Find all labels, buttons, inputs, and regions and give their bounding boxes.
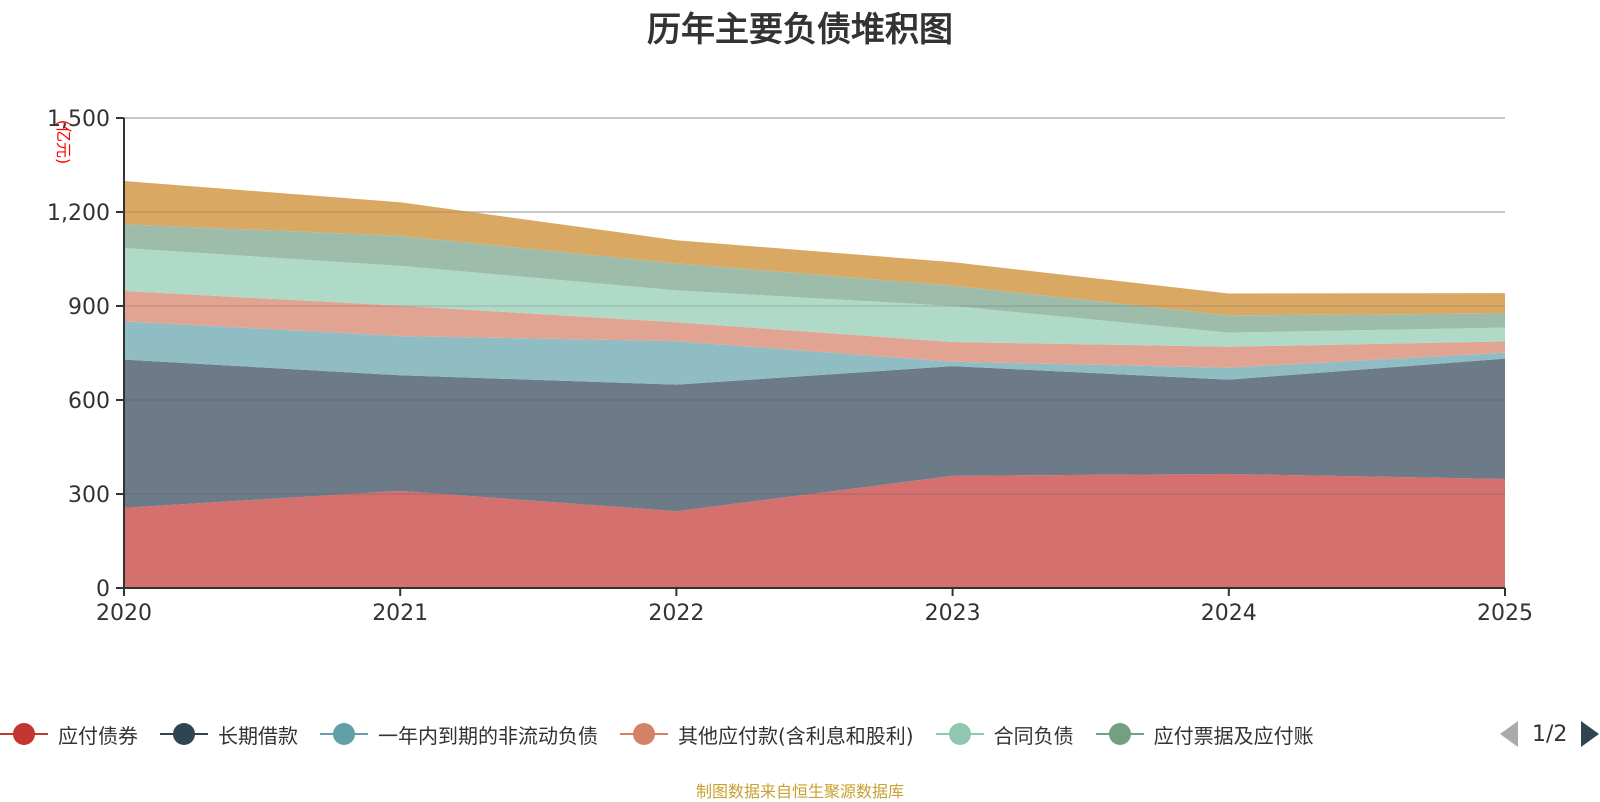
legend-marker-icon (160, 722, 208, 746)
legend-marker-icon (320, 722, 368, 746)
legend-item[interactable]: 应付票据及应付账 (1095, 720, 1314, 749)
area-series (124, 117, 1505, 588)
legend-item[interactable]: 长期借款 (160, 720, 298, 749)
area-series-2[interactable] (124, 321, 1505, 385)
y-tick-label: 600 (68, 389, 110, 414)
legend-item[interactable]: 合同负债 (935, 720, 1074, 749)
area-series-3[interactable] (124, 290, 1505, 368)
chart-title: 历年主要负债堆积图 (647, 10, 953, 50)
chart-plot: 0 300 600 900 1,200 1,500 2020 2021 2022 2023 2024… (47, 107, 1533, 626)
y-tick-label: 900 (68, 295, 110, 320)
area-series-0[interactable] (124, 473, 1505, 588)
x-tick-label: 2022 (648, 601, 704, 626)
area-series-1[interactable] (124, 358, 1505, 512)
legend-item[interactable]: 其他应付款(含利息和股利) (620, 720, 914, 749)
y-axis-unit-label: (亿元) (54, 120, 73, 165)
legend-marker-icon (620, 722, 668, 746)
legend-marker-icon (0, 722, 48, 746)
area-series-4[interactable] (124, 248, 1505, 347)
legend-marker-icon (935, 722, 984, 746)
y-tick-label: 1,200 (47, 201, 110, 226)
legend-label: 应付票据及应付账 (1153, 723, 1314, 748)
x-tick-label: 2023 (925, 601, 981, 626)
y-tick-label: 1,500 (47, 107, 110, 132)
legend-label: 应付债券 (58, 723, 138, 748)
legend-item[interactable]: 应付债券 (0, 720, 138, 749)
area-series-5[interactable] (124, 224, 1505, 333)
legend-next-page-icon[interactable] (1581, 721, 1600, 747)
legend-prev-page-icon[interactable] (1500, 721, 1518, 747)
legend: 应付债券 长期借款 一年内到期的非流动负债 其他应付款(含利息和股利) 合同负债 应付票据… (0, 718, 1336, 750)
legend-label: 合同负债 (993, 723, 1074, 748)
x-tick-label: 2024 (1201, 601, 1257, 626)
legend-item[interactable]: 一年内到期的非流动负债 (320, 720, 598, 749)
legend-pager: 1/2 (1500, 718, 1600, 750)
legend-page-indicator: 1/2 (1532, 721, 1568, 747)
x-tick-label: 2021 (372, 601, 428, 626)
source-note: 制图数据来自恒生聚源数据库 (695, 782, 904, 801)
legend-label: 其他应付款(含利息和股利) (678, 723, 914, 748)
legend-label: 长期借款 (218, 723, 298, 748)
y-tick-label: 300 (68, 483, 110, 508)
area-series-6[interactable] (124, 180, 1505, 316)
axes: 0 300 600 900 1,200 1,500 2020 2021 2022 2023 2024… (47, 107, 1533, 626)
legend-marker-icon (1095, 722, 1144, 746)
x-tick-label: 2025 (1477, 601, 1533, 626)
legend-label: 一年内到期的非流动负债 (378, 723, 598, 748)
y-tick-label: 0 (96, 577, 110, 602)
x-tick-label: 2020 (96, 601, 152, 626)
